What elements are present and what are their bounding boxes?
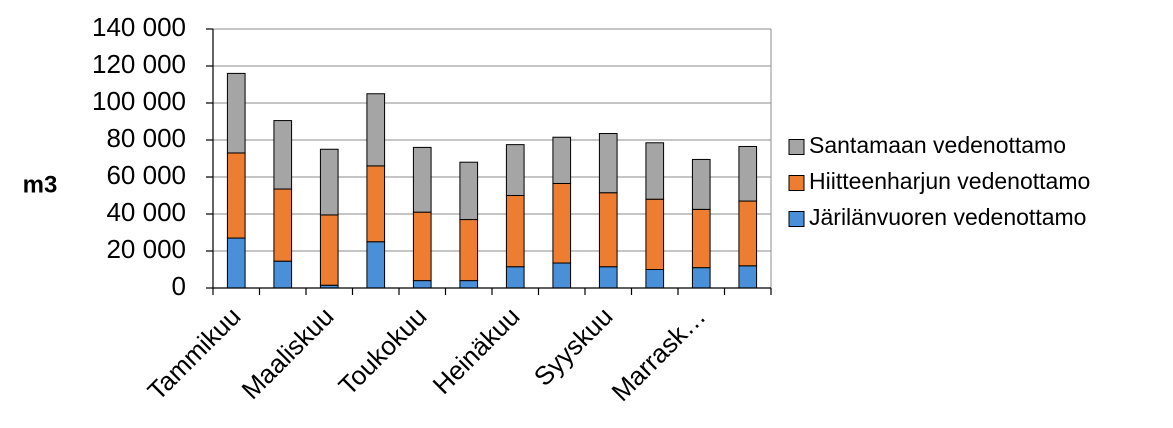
gridlines xyxy=(213,28,772,288)
y-axis-label: m3 xyxy=(23,171,58,198)
bar-segment xyxy=(598,192,618,268)
bar-segment xyxy=(412,146,432,213)
bar-segment xyxy=(459,280,479,289)
x-tick-label: Marrask… xyxy=(605,301,711,407)
y-tick-label: 120 000 xyxy=(92,49,186,79)
y-tick-label: 100 000 xyxy=(92,86,186,116)
legend-swatch xyxy=(788,211,805,227)
legend-label: Santamaan vedenottamo xyxy=(809,132,1066,158)
y-tick-label: 20 000 xyxy=(106,234,186,264)
bar-segment xyxy=(738,200,758,267)
bars xyxy=(226,72,758,289)
bar-segment xyxy=(273,120,293,190)
bar-segment xyxy=(319,214,339,286)
bar-segment xyxy=(738,145,758,202)
x-tick-label: Heinäkuu xyxy=(427,301,526,400)
bar-segment xyxy=(505,144,525,196)
bar-segment xyxy=(459,219,479,282)
axes xyxy=(206,28,772,295)
legend-swatch xyxy=(788,139,805,155)
bar-segment xyxy=(598,266,618,289)
bar-segment xyxy=(552,136,572,184)
y-tick-label: 60 000 xyxy=(106,160,186,190)
legend-label: Järilänvuoren vedenottamo xyxy=(809,204,1086,230)
bar-segment xyxy=(226,72,246,154)
bar-segment xyxy=(691,267,711,289)
bar-segment xyxy=(412,211,432,282)
y-tick-label: 80 000 xyxy=(106,123,186,153)
x-tick-label: Maaliskuu xyxy=(236,301,340,405)
y-tick-label: 40 000 xyxy=(106,197,186,227)
bar-segment xyxy=(645,269,665,289)
bar-segment xyxy=(552,262,572,289)
bar-segment xyxy=(691,208,711,269)
bar-segment xyxy=(505,195,525,268)
bar-segment xyxy=(645,142,665,200)
legend: Santamaan vedenottamo Hiitteenharjun vede… xyxy=(788,132,1090,230)
bar-segment xyxy=(319,148,339,216)
bar-segment xyxy=(366,165,386,243)
y-tick-label: 0 xyxy=(172,271,186,301)
legend-swatch xyxy=(788,175,805,191)
bar-segment xyxy=(691,158,711,210)
bar-segment xyxy=(226,237,246,289)
bar-segment xyxy=(273,260,293,289)
x-tick-label: Toukokuu xyxy=(333,301,433,401)
bar-segment xyxy=(273,188,293,262)
bar-segment xyxy=(505,266,525,289)
bar-segment xyxy=(552,182,572,264)
bar-segment xyxy=(598,133,618,194)
y-tick-label: 140 000 xyxy=(92,12,186,42)
x-tick-label: Syyskuu xyxy=(528,301,619,392)
x-tick-label: Tammikuu xyxy=(141,301,246,406)
bar-segment xyxy=(366,93,386,167)
bar-segment xyxy=(412,280,432,289)
legend-label: Hiitteenharjun vedenottamo xyxy=(809,168,1090,194)
bar-segment xyxy=(459,161,479,221)
bar-segment xyxy=(738,265,758,289)
bar-segment xyxy=(645,198,665,270)
bar-segment xyxy=(366,241,386,289)
bar-segment xyxy=(226,152,246,239)
y-tick-labels: 0 20 000 40 000 60 000 80 000 100 000 120 000 1… xyxy=(92,12,186,301)
